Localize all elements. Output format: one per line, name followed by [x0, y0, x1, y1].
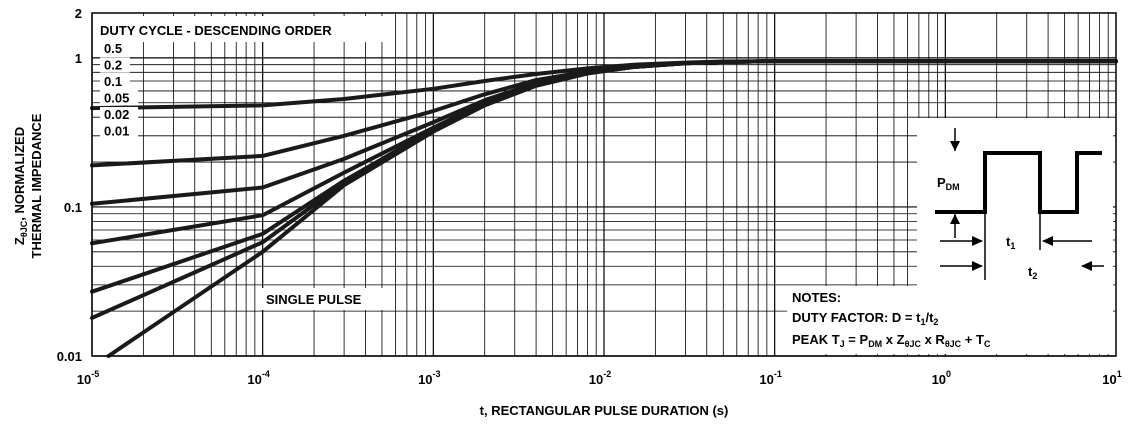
plot-frame — [91, 12, 1117, 357]
series-lines — [90, 59, 1118, 358]
x-axis-label: t, RECTANGULAR PULSE DURATION (s) — [480, 403, 729, 418]
legend-entry-bg — [100, 107, 138, 122]
legend-entry: 0.02 — [104, 107, 129, 122]
pulse-waveform — [935, 151, 1102, 214]
x-tick-label: 101 — [1102, 369, 1121, 387]
y-tick-label: 0.01 — [57, 349, 82, 364]
legend-entry: 0.01 — [104, 124, 129, 139]
t2-arrowhead-left — [972, 261, 983, 271]
y-axis-label-line2: THERMAL IMPEDANCE — [29, 113, 44, 258]
legend-entry-bg — [100, 123, 138, 139]
legend-title: DUTY CYCLE - DESCENDING ORDER — [100, 23, 332, 38]
legend-entry: 0.05 — [104, 91, 129, 106]
single-pulse-label-bg — [262, 288, 384, 310]
x-tick-label: 10-2 — [589, 369, 611, 387]
notes: NOTES: DUTY FACTOR: D = t1/t2 PEAK TJ = … — [787, 286, 1113, 354]
notes-peak-tj: PEAK TJ = PDM x ZθJC x RθJC + TC — [792, 332, 991, 349]
legend-entry-bg — [100, 90, 138, 106]
legend-entry: 0.2 — [104, 58, 122, 73]
series-line — [106, 59, 1118, 358]
x-tick-label: 10-3 — [418, 369, 440, 387]
y-tick-label: 1 — [75, 51, 82, 66]
y-axis-label-line1: ZθJC, NORMALIZED — [12, 127, 29, 245]
grid — [91, 12, 1116, 357]
pdm-label: PDM — [937, 175, 960, 192]
t1-arrowhead-right — [1042, 236, 1053, 246]
x-tick-label: 10-5 — [77, 369, 99, 387]
t2-label: t2 — [1028, 264, 1037, 281]
notes-background — [787, 286, 1113, 354]
t1-arrowhead-left — [972, 236, 983, 246]
y-tick-label: 2 — [75, 6, 82, 21]
pdm-arrowhead-top — [950, 141, 960, 151]
legend-entry-bg — [100, 41, 130, 56]
notes-duty-factor: DUTY FACTOR: D = t1/t2 — [792, 310, 938, 327]
legend-entry-bg — [100, 57, 130, 73]
y-axis-label: ZθJC, NORMALIZED THERMAL IMPEDANCE — [12, 113, 44, 258]
t2-arrowhead-right — [1081, 261, 1092, 271]
pulse-waveform-inset: PDM t1 t2 — [917, 118, 1113, 286]
legend-box — [96, 16, 394, 42]
legend-entry-bg — [100, 74, 130, 89]
tick-labels: 10-5 10-4 10-3 10-2 10-1 100 101 0.01 0.1 1 2 — [57, 6, 1122, 387]
x-tick-label: 100 — [932, 369, 951, 387]
single-pulse-label: SINGLE PULSE — [266, 292, 362, 307]
pdm-arrowhead-bottom — [950, 214, 960, 224]
t1-label: t1 — [1006, 234, 1015, 251]
inset-background — [917, 118, 1113, 286]
x-tick-label: 10-1 — [759, 369, 781, 387]
legend-entry: 0.1 — [104, 74, 122, 89]
legend-entries: 0.5 0.20.1 0.050.02 0.01 — [100, 41, 138, 139]
legend: DUTY CYCLE - DESCENDING ORDER 0.50.20.10… — [96, 16, 394, 139]
x-tick-label: 10-4 — [247, 369, 269, 387]
legend-entry: 0.5 — [104, 41, 122, 56]
notes-title: NOTES: — [792, 290, 841, 305]
y-tick-label: 0.1 — [64, 200, 82, 215]
